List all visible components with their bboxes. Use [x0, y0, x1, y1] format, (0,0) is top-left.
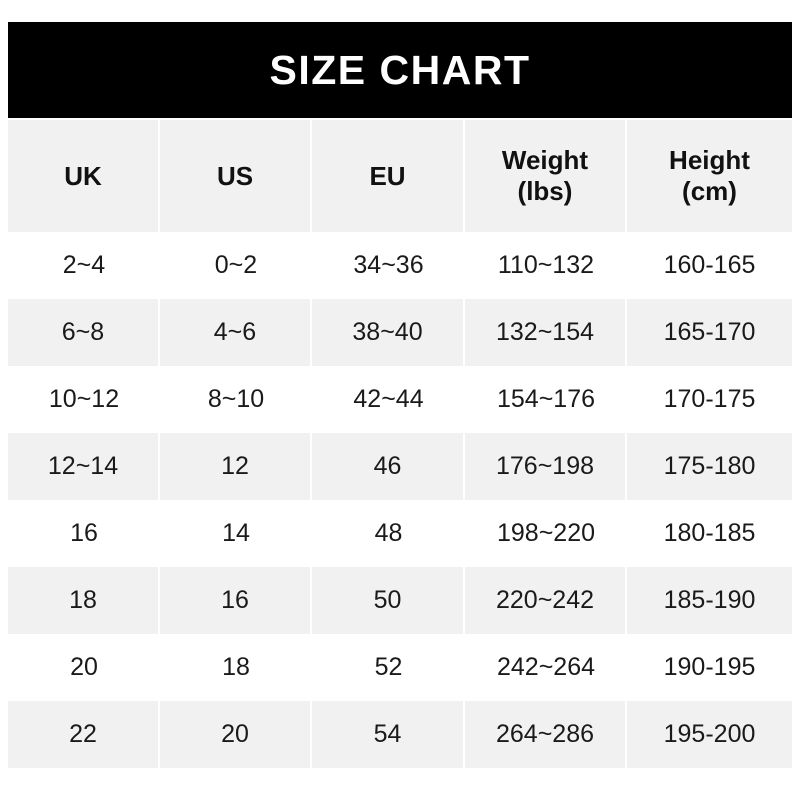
- column-header-uk: UK: [8, 120, 160, 232]
- column-header-weight: Weight (lbs): [465, 120, 627, 232]
- table-row: 20 18 52 242~264 190-195: [8, 634, 792, 701]
- column-header-us-line1: US: [216, 160, 254, 191]
- cell-weight: 264~286: [465, 701, 627, 768]
- table-header: UK US EU Weight (lbs) Height (cm): [8, 120, 792, 232]
- cell-height: 165-170: [627, 299, 792, 366]
- page-title: SIZE CHART: [269, 46, 531, 93]
- cell-uk: 16: [8, 500, 160, 567]
- size-chart-table: UK US EU Weight (lbs) Height (cm): [8, 120, 792, 768]
- column-header-us: US: [160, 120, 312, 232]
- cell-uk: 20: [8, 634, 160, 701]
- cell-uk: 18: [8, 567, 160, 634]
- table-row: 10~12 8~10 42~44 154~176 170-175: [8, 366, 792, 433]
- cell-uk: 12~14: [8, 433, 160, 500]
- cell-us: 12: [160, 433, 312, 500]
- cell-weight: 220~242: [465, 567, 627, 634]
- cell-us: 18: [160, 634, 312, 701]
- cell-weight: 176~198: [465, 433, 627, 500]
- column-header-height-line1: Height: [669, 145, 750, 176]
- cell-height: 190-195: [627, 634, 792, 701]
- cell-eu: 52: [312, 634, 465, 701]
- cell-us: 16: [160, 567, 312, 634]
- cell-height: 185-190: [627, 567, 792, 634]
- cell-height: 175-180: [627, 433, 792, 500]
- cell-eu: 50: [312, 567, 465, 634]
- table-row: 2~4 0~2 34~36 110~132 160-165: [8, 232, 792, 299]
- cell-uk: 6~8: [8, 299, 160, 366]
- cell-us: 8~10: [160, 366, 312, 433]
- cell-eu: 54: [312, 701, 465, 768]
- column-header-eu-line1: EU: [369, 160, 406, 191]
- title-bar: SIZE CHART: [8, 22, 792, 118]
- header-row: UK US EU Weight (lbs) Height (cm): [8, 120, 792, 232]
- cell-eu: 42~44: [312, 366, 465, 433]
- cell-eu: 38~40: [312, 299, 465, 366]
- column-header-weight-line2: (lbs): [517, 176, 573, 206]
- table-row: 6~8 4~6 38~40 132~154 165-170: [8, 299, 792, 366]
- table-row: 22 20 54 264~286 195-200: [8, 701, 792, 768]
- cell-uk: 2~4: [8, 232, 160, 299]
- cell-height: 180-185: [627, 500, 792, 567]
- column-header-eu: EU: [312, 120, 465, 232]
- cell-height: 160-165: [627, 232, 792, 299]
- cell-eu: 48: [312, 500, 465, 567]
- table-row: 18 16 50 220~242 185-190: [8, 567, 792, 634]
- cell-weight: 242~264: [465, 634, 627, 701]
- column-header-height: Height (cm): [627, 120, 792, 232]
- cell-us: 4~6: [160, 299, 312, 366]
- cell-us: 14: [160, 500, 312, 567]
- cell-uk: 10~12: [8, 366, 160, 433]
- table-body: 2~4 0~2 34~36 110~132 160-165 6~8 4~6 38…: [8, 232, 792, 768]
- cell-height: 195-200: [627, 701, 792, 768]
- cell-weight: 110~132: [465, 232, 627, 299]
- column-header-weight-line1: Weight: [501, 145, 589, 176]
- table-row: 16 14 48 198~220 180-185: [8, 500, 792, 567]
- cell-height: 170-175: [627, 366, 792, 433]
- cell-us: 0~2: [160, 232, 312, 299]
- cell-weight: 198~220: [465, 500, 627, 567]
- cell-uk: 22: [8, 701, 160, 768]
- column-header-uk-line1: UK: [64, 160, 102, 191]
- cell-eu: 46: [312, 433, 465, 500]
- cell-weight: 154~176: [465, 366, 627, 433]
- cell-weight: 132~154: [465, 299, 627, 366]
- column-header-height-line2: (cm): [682, 176, 737, 206]
- cell-eu: 34~36: [312, 232, 465, 299]
- table-row: 12~14 12 46 176~198 175-180: [8, 433, 792, 500]
- cell-us: 20: [160, 701, 312, 768]
